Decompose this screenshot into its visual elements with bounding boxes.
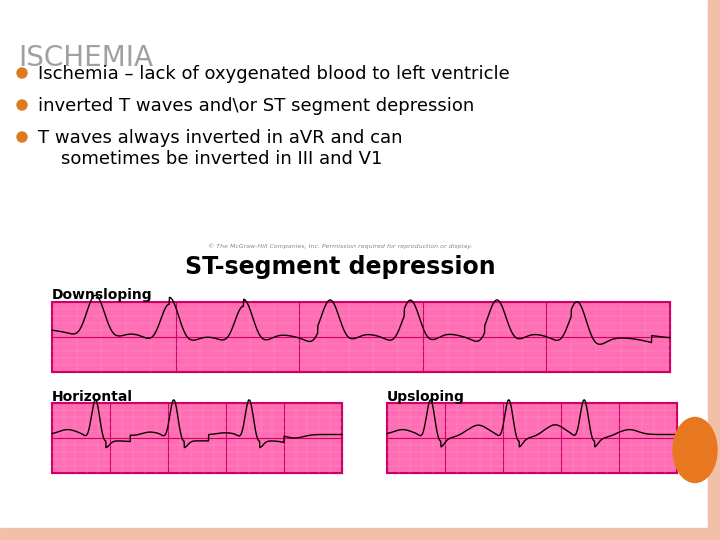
Text: ISCHEMIA: ISCHEMIA	[18, 44, 153, 72]
Text: ST-segment depression: ST-segment depression	[185, 255, 495, 279]
Text: Downsloping: Downsloping	[52, 288, 153, 302]
Text: Ischemia – lack of oxygenated blood to left ventricle: Ischemia – lack of oxygenated blood to l…	[38, 65, 510, 83]
Text: T waves always inverted in aVR and can
    sometimes be inverted in III and V1: T waves always inverted in aVR and can s…	[38, 129, 402, 168]
Bar	[0, 528, 720, 540]
Circle shape	[17, 100, 27, 110]
Bar	[52, 302, 670, 372]
Bar	[708, 0, 720, 540]
Text: Upsloping: Upsloping	[387, 390, 465, 404]
Text: © The McGraw-Hill Companies, Inc. Permission required for reproduction or displa: © The McGraw-Hill Companies, Inc. Permis…	[208, 243, 472, 248]
Text: inverted T waves and\or ST segment depression: inverted T waves and\or ST segment depre…	[38, 97, 474, 115]
Bar	[387, 403, 677, 473]
Text: Horizontal: Horizontal	[52, 390, 133, 404]
Circle shape	[17, 132, 27, 142]
Circle shape	[17, 68, 27, 78]
Ellipse shape	[673, 417, 717, 483]
Bar	[52, 403, 342, 473]
